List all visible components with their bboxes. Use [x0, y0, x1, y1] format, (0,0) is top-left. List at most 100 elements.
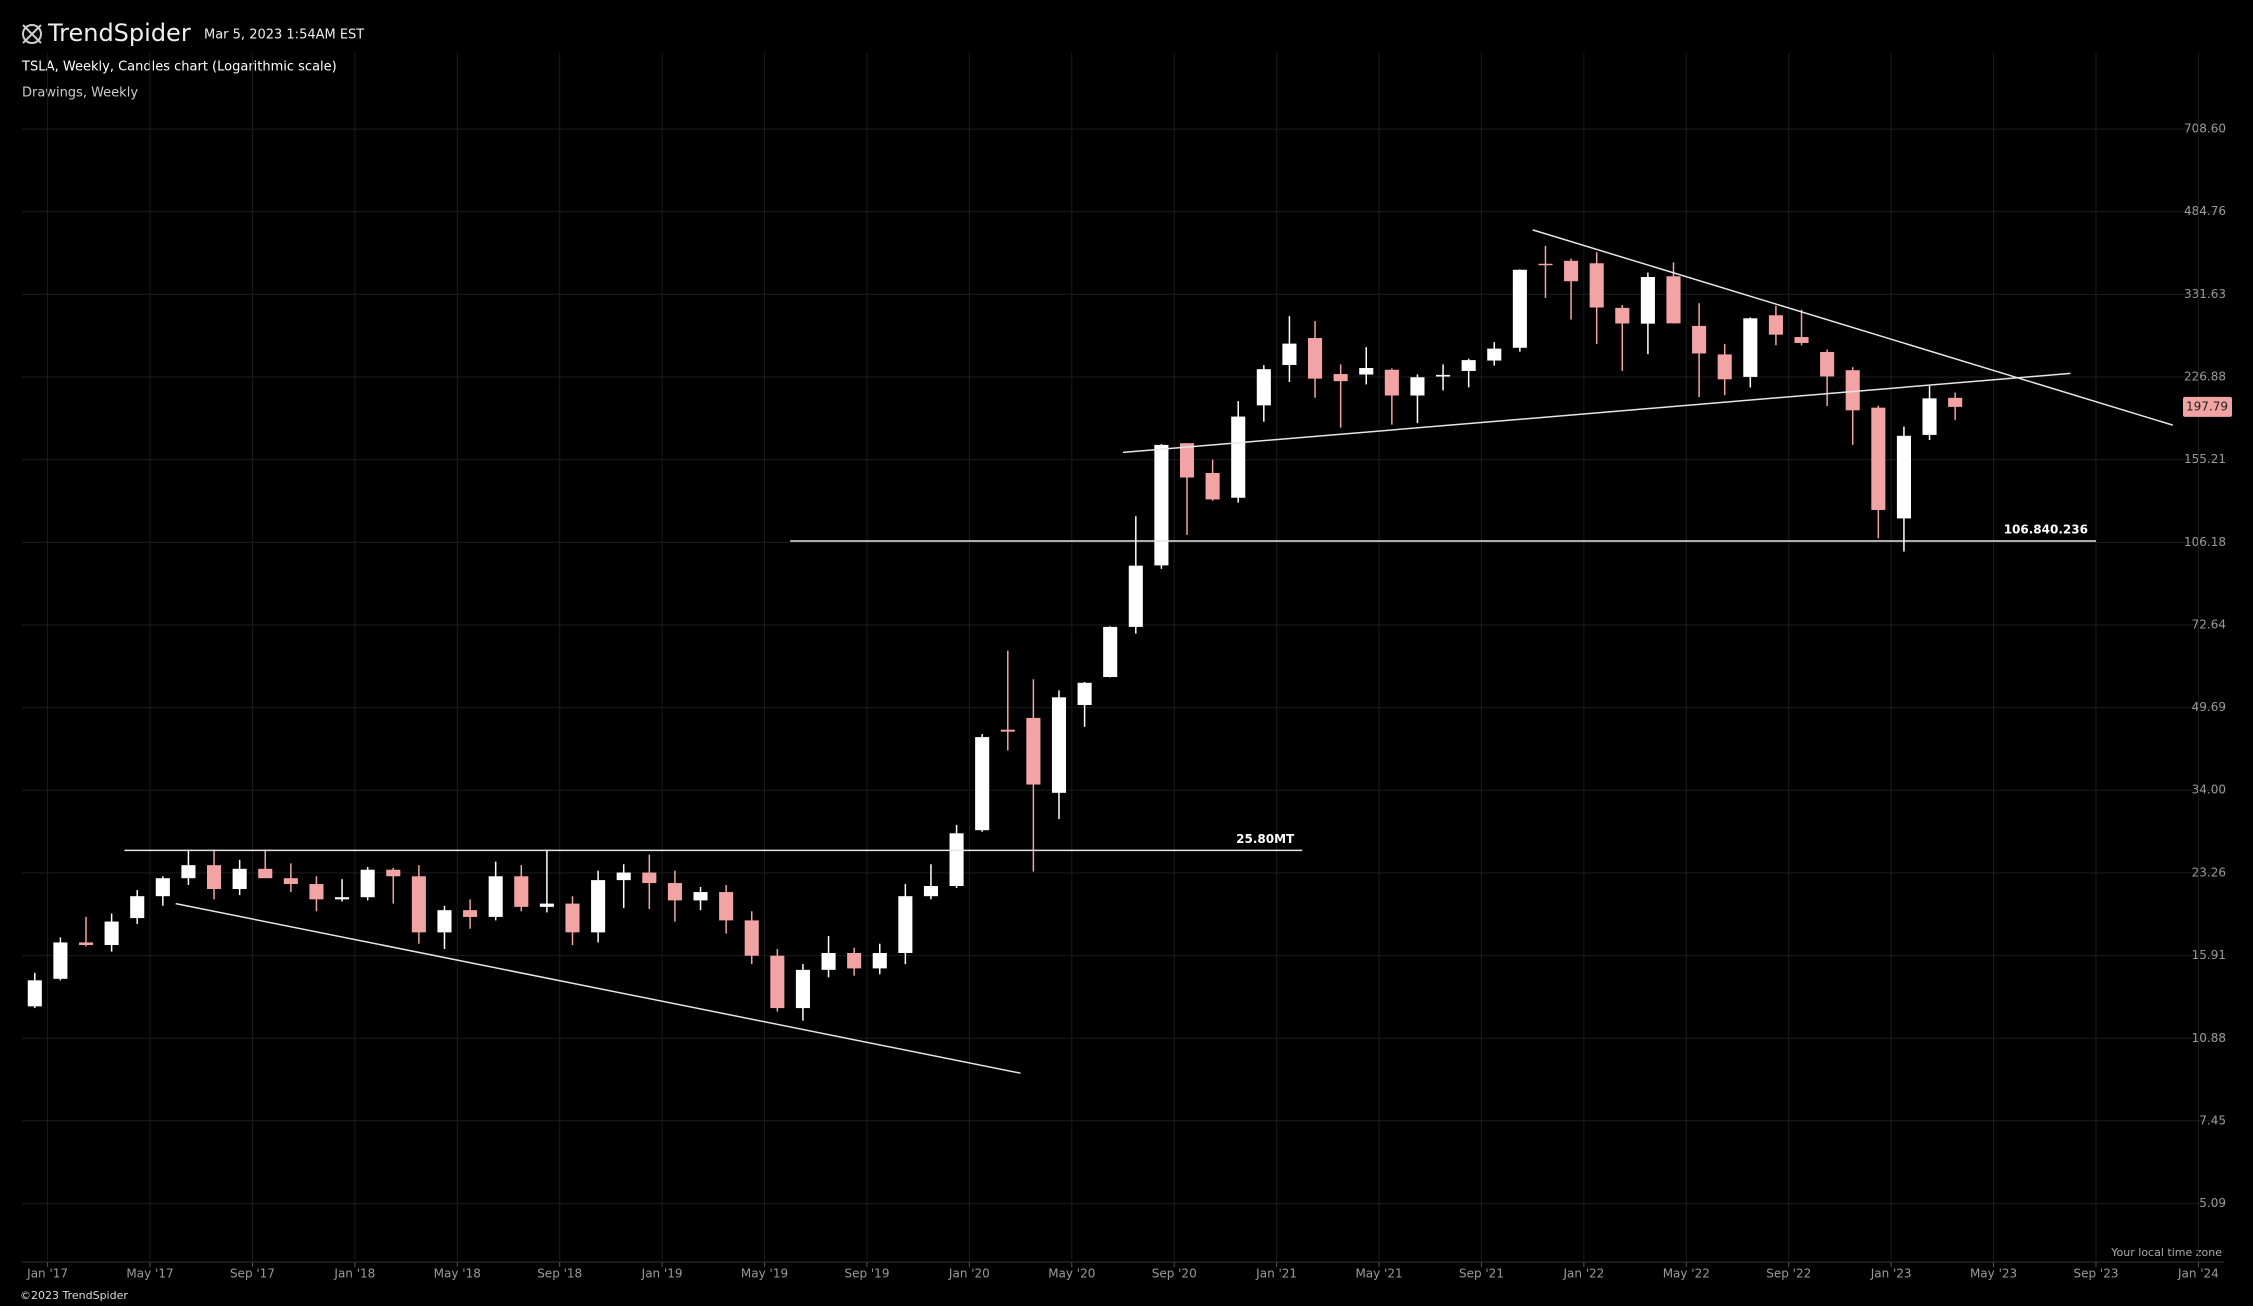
candle-body — [27, 980, 42, 1007]
y-tick-label: 23.26 — [2192, 865, 2226, 879]
candle-body — [1410, 377, 1425, 396]
candle-body — [78, 942, 94, 946]
candle-body — [1871, 407, 1886, 510]
candle-body — [1103, 626, 1118, 677]
candle-body — [335, 897, 350, 900]
x-tick-label: May '18 — [434, 1267, 481, 1281]
last-price-label: 197.79 — [2186, 399, 2228, 413]
x-tick-label: Sep '17 — [230, 1267, 275, 1281]
candle-body — [1051, 697, 1067, 793]
drawing-label: 106.840.236 — [2004, 522, 2088, 536]
candle-body — [1231, 416, 1246, 498]
x-tick-label: Jan '20 — [948, 1267, 990, 1281]
candle-body — [770, 955, 785, 1009]
x-tick-label: Sep '21 — [1459, 1267, 1504, 1281]
x-tick-label: Sep '22 — [1766, 1267, 1811, 1281]
candle-body — [258, 868, 273, 879]
candle-body — [719, 892, 734, 921]
x-tick-label: May '17 — [126, 1267, 173, 1281]
y-tick-label: 484.76 — [2184, 204, 2226, 218]
candle-body — [437, 910, 452, 933]
trend-line — [175, 902, 1021, 1074]
x-tick-label: May '19 — [741, 1267, 788, 1281]
x-tick-label: May '20 — [1048, 1267, 1095, 1281]
candle-body — [53, 942, 68, 979]
x-tick-label: Jan '24 — [2177, 1267, 2219, 1281]
candle-body — [488, 876, 503, 917]
candle-body — [1538, 263, 1553, 266]
y-tick-label: 155.21 — [2184, 452, 2226, 466]
candle-body — [744, 920, 759, 956]
candle-body — [1666, 276, 1681, 324]
candle-body — [923, 886, 939, 897]
candle-body — [1077, 682, 1092, 705]
timestamp: Mar 5, 2023 1:54AM EST — [204, 28, 364, 43]
candle-body — [130, 896, 145, 919]
candle-body — [1768, 315, 1783, 335]
x-tick-label: Sep '20 — [1152, 1267, 1197, 1281]
candle-body — [642, 872, 657, 884]
candle-body — [949, 833, 964, 887]
candle-body — [1743, 318, 1758, 377]
candle-body — [565, 903, 580, 933]
candle-body — [795, 969, 810, 1009]
copyright: ©2023 TrendSpider — [20, 1289, 128, 1302]
candle-body — [514, 876, 529, 907]
x-tick-label: Jan '21 — [1255, 1267, 1297, 1281]
candle-body — [616, 872, 631, 881]
x-tick-label: May '23 — [1970, 1267, 2017, 1281]
candle-body — [898, 896, 913, 953]
candle-body — [360, 869, 375, 898]
candle-body — [591, 880, 606, 933]
chart-title: TSLA, Weekly, Candles chart (Logarithmic… — [21, 60, 337, 75]
candle-body — [386, 869, 401, 877]
candle-body — [1487, 348, 1502, 361]
candle-body — [309, 884, 324, 900]
subtitle: Drawings, Weekly — [22, 86, 138, 101]
x-tick-label: Sep '23 — [2073, 1267, 2118, 1281]
candle-body — [1179, 443, 1195, 478]
candle-body — [1896, 435, 1911, 519]
candle-body — [1333, 374, 1348, 382]
candle-body — [539, 903, 554, 907]
last-price-tag — [2183, 396, 2232, 417]
candle-body — [667, 883, 682, 901]
candle-body — [1820, 352, 1835, 377]
candle-body — [1461, 360, 1476, 371]
timezone-note: Your local time zone — [2110, 1246, 2222, 1259]
y-tick-label: 331.63 — [2184, 287, 2226, 301]
candle-body — [283, 878, 298, 885]
candle-body — [1436, 374, 1451, 377]
candle-body — [872, 952, 887, 969]
y-tick-label: 708.60 — [2184, 122, 2226, 136]
candle-body — [232, 868, 247, 890]
candle-body — [181, 865, 196, 879]
candle-body — [1384, 369, 1399, 396]
candle-body — [206, 865, 222, 890]
y-tick-label: 72.64 — [2192, 617, 2226, 631]
trend-line — [1122, 372, 2071, 454]
candle-body — [1307, 338, 1323, 379]
candle-body — [975, 737, 990, 831]
x-tick-label: Sep '18 — [537, 1267, 582, 1281]
logo-icon — [22, 24, 42, 44]
candle-body — [1922, 398, 1937, 435]
candle-body — [1512, 269, 1527, 348]
trend-line — [1532, 229, 2174, 426]
candle-body — [1282, 343, 1297, 365]
candle-body — [411, 876, 426, 933]
x-tick-label: Jan '19 — [641, 1267, 683, 1281]
candle-body — [821, 952, 836, 970]
candle-body — [1692, 325, 1707, 354]
candle-body — [1717, 354, 1732, 380]
candle-body — [1615, 307, 1630, 324]
candle-body — [1359, 367, 1374, 375]
x-tick-label: May '21 — [1355, 1267, 1402, 1281]
candle-body — [693, 892, 708, 901]
y-tick-label: 49.69 — [2192, 700, 2226, 714]
y-tick-label: 5.09 — [2199, 1196, 2226, 1210]
y-tick-label: 106.18 — [2184, 535, 2226, 549]
y-tick-label: 7.45 — [2199, 1113, 2226, 1127]
